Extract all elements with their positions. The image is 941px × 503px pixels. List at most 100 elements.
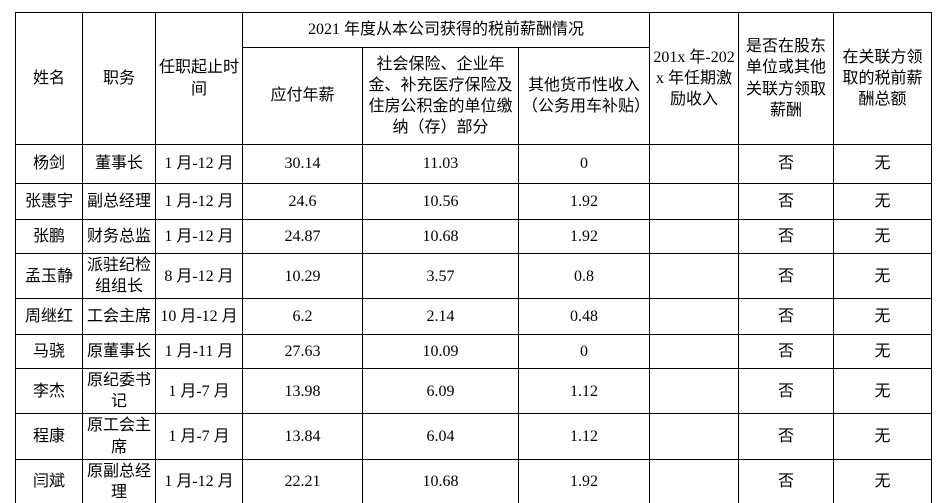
cell-position: 财务总监 xyxy=(82,219,156,254)
cell-position: 副总经理 xyxy=(82,183,156,220)
cell-incentive xyxy=(649,219,740,254)
cell-related-party: 否 xyxy=(738,183,835,220)
cell-related-party: 否 xyxy=(738,368,835,415)
header-row-group: 姓名 职务 任职起止时间 2021 年度从本公司获得的税前薪酬情况 201x 年… xyxy=(15,12,933,145)
cell-other-income: 1.92 xyxy=(517,219,651,254)
cell-related-total: 无 xyxy=(833,252,933,300)
cell-term: 1 月-12 月 xyxy=(155,183,243,220)
header-incentive: 201x 年-202x 年任期激励收入 xyxy=(649,12,740,145)
cell-name: 杨剑 xyxy=(15,144,83,184)
cell-position: 派驻纪检组组长 xyxy=(82,252,156,300)
cell-annual-salary: 30.14 xyxy=(242,144,363,184)
header-term: 任职起止时间 xyxy=(155,12,243,145)
cell-social-insurance: 2.14 xyxy=(362,298,519,336)
table-row: 马骁 原董事长 1 月-11 月 27.63 10.09 0 否无 xyxy=(15,334,933,370)
cell-related-party: 否 xyxy=(738,252,835,300)
cell-incentive xyxy=(649,252,740,300)
cell-annual-salary: 13.98 xyxy=(242,368,363,415)
header-row-sub: 应付年薪 社会保险、企业年金、补充医疗保险及住房公积金的单位缴纳（存）部分 其他… xyxy=(16,47,932,145)
cell-annual-salary: 27.63 xyxy=(242,334,363,370)
header-name: 姓名 xyxy=(15,12,83,145)
header-annual-salary: 应付年薪 xyxy=(242,47,363,145)
cell-term: 1 月-7 月 xyxy=(155,413,243,460)
cell-incentive xyxy=(649,334,740,370)
cell-name: 李杰 xyxy=(15,368,83,415)
cell-name: 程康 xyxy=(15,413,83,460)
table-row: 程康 原工会主席 1 月-7 月 13.84 6.04 1.12 否无 xyxy=(15,413,933,460)
cell-term: 1 月-12 月 xyxy=(155,144,243,184)
cell-other-income: 1.92 xyxy=(517,458,651,503)
cell-incentive xyxy=(649,298,740,336)
header-comp-group: 2021 年度从本公司获得的税前薪酬情况 xyxy=(241,12,651,48)
cell-position: 原董事长 xyxy=(82,334,156,370)
cell-related-total: 无 xyxy=(833,413,933,460)
cell-annual-salary: 22.21 xyxy=(242,458,363,503)
cell-social-insurance: 6.04 xyxy=(362,413,519,460)
cell-incentive xyxy=(649,368,740,415)
cell-term: 8 月-12 月 xyxy=(155,252,243,300)
header-related-total: 在关联方领取的税前薪酬总额 xyxy=(833,12,933,145)
header-other-income: 其他货币性收入（公务用车补贴） xyxy=(517,47,651,145)
cell-related-total: 无 xyxy=(833,298,933,336)
cell-related-party: 否 xyxy=(738,298,835,336)
cell-term: 1 月-7 月 xyxy=(155,368,243,415)
header-position: 职务 xyxy=(82,12,156,145)
salary-table: 姓名 职务 任职起止时间 2021 年度从本公司获得的税前薪酬情况 201x 年… xyxy=(15,12,933,503)
cell-related-total: 无 xyxy=(833,368,933,415)
cell-incentive xyxy=(649,413,740,460)
cell-position: 原纪委书记 xyxy=(82,368,156,415)
cell-social-insurance: 3.57 xyxy=(362,252,519,300)
cell-other-income: 1.12 xyxy=(517,368,651,415)
table-row: 李杰 原纪委书记 1 月-7 月 13.98 6.09 1.12 否无 xyxy=(15,368,933,415)
cell-annual-salary: 6.2 xyxy=(242,298,363,336)
cell-term: 1 月-12 月 xyxy=(155,219,243,254)
cell-position: 工会主席 xyxy=(82,298,156,336)
cell-social-insurance: 10.68 xyxy=(362,458,519,503)
cell-related-total: 无 xyxy=(833,458,933,503)
cell-incentive xyxy=(649,458,740,503)
cell-other-income: 1.92 xyxy=(517,183,651,220)
cell-incentive xyxy=(649,144,740,184)
table-row: 周继红 工会主席 10 月-12 月 6.2 2.14 0.48 否无 xyxy=(15,298,933,336)
cell-social-insurance: 11.03 xyxy=(362,144,519,184)
table-row: 张鹏 财务总监 1 月-12 月 24.87 10.68 1.92 否无 xyxy=(15,219,933,254)
cell-related-party: 否 xyxy=(738,144,835,184)
cell-term: 1 月-12 月 xyxy=(155,458,243,503)
table-row: 孟玉静 派驻纪检组组长 8 月-12 月 10.29 3.57 0.8 否无 xyxy=(15,252,933,300)
cell-other-income: 0 xyxy=(517,144,651,184)
cell-incentive xyxy=(649,183,740,220)
cell-related-total: 无 xyxy=(833,144,933,184)
cell-social-insurance: 10.68 xyxy=(362,219,519,254)
header-social-insurance: 社会保险、企业年金、补充医疗保险及住房公积金的单位缴纳（存）部分 xyxy=(362,47,519,145)
table-header: 姓名 职务 任职起止时间 2021 年度从本公司获得的税前薪酬情况 201x 年… xyxy=(15,12,933,145)
cell-related-party: 否 xyxy=(738,334,835,370)
cell-related-total: 无 xyxy=(833,334,933,370)
cell-name: 张惠宇 xyxy=(15,183,83,220)
table-body: 杨剑 董事长 1 月-12 月 30.14 11.03 0 否无张惠宇 副总经理 1 月-12 … xyxy=(15,144,933,503)
cell-related-total: 无 xyxy=(833,219,933,254)
cell-related-party: 否 xyxy=(738,219,835,254)
cell-position: 原副总经理 xyxy=(82,458,156,503)
cell-term: 1 月-11 月 xyxy=(155,334,243,370)
cell-related-party: 否 xyxy=(738,413,835,460)
cell-other-income: 0 xyxy=(517,334,651,370)
cell-name: 张鹏 xyxy=(15,219,83,254)
cell-name: 周继红 xyxy=(15,298,83,336)
cell-annual-salary: 13.84 xyxy=(242,413,363,460)
cell-social-insurance: 10.09 xyxy=(362,334,519,370)
cell-other-income: 0.48 xyxy=(517,298,651,336)
cell-social-insurance: 6.09 xyxy=(362,368,519,415)
cell-name: 闫斌 xyxy=(15,458,83,503)
cell-name: 马骁 xyxy=(15,334,83,370)
table-row: 张惠宇 副总经理 1 月-12 月 24.6 10.56 1.92 否无 xyxy=(15,183,933,220)
cell-other-income: 0.8 xyxy=(517,252,651,300)
cell-social-insurance: 10.56 xyxy=(362,183,519,220)
cell-annual-salary: 24.87 xyxy=(242,219,363,254)
cell-term: 10 月-12 月 xyxy=(155,298,243,336)
cell-name: 孟玉静 xyxy=(15,252,83,300)
cell-position: 董事长 xyxy=(82,144,156,184)
header-related-party: 是否在股东单位或其他关联方领取薪酬 xyxy=(738,12,835,145)
cell-other-income: 1.12 xyxy=(517,413,651,460)
cell-annual-salary: 10.29 xyxy=(242,252,363,300)
